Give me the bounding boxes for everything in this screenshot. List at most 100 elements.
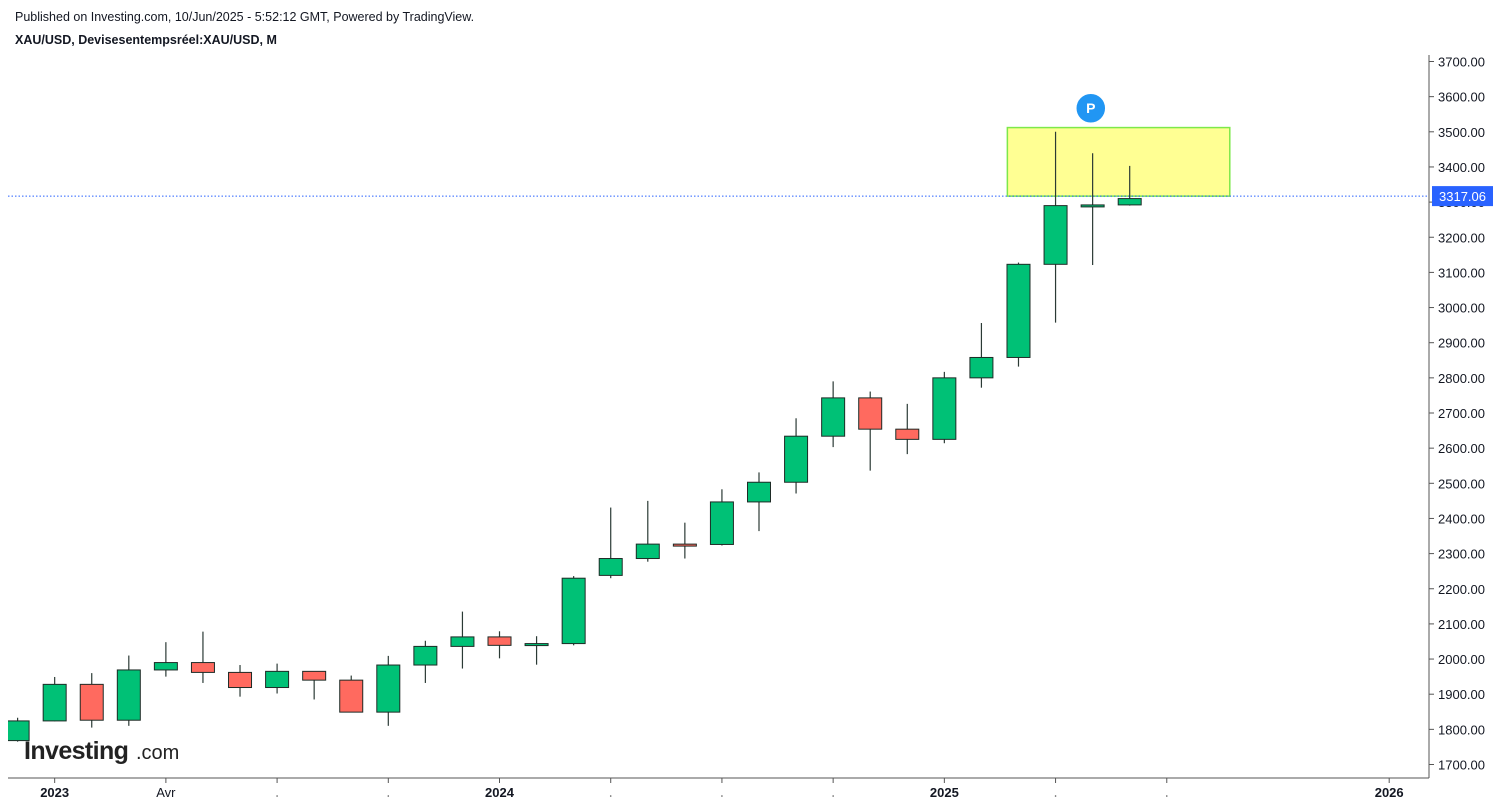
candle-2024-12 (895, 403, 920, 455)
candle-body (561, 577, 586, 645)
candle-2024-03 (561, 576, 586, 646)
y-tick-label: 2600.00 (1438, 441, 1485, 456)
candle-2023-06 (228, 665, 253, 697)
y-tick-label: 3200.00 (1438, 230, 1485, 245)
candle-body (376, 664, 401, 713)
candle-2024-02 (524, 636, 549, 665)
current-price-label: 3317.06 (1439, 189, 1486, 204)
x-minor-dot (276, 795, 278, 797)
candle-2024-01 (487, 631, 512, 659)
p-marker-label: P (1086, 100, 1095, 116)
candle-2024-09 (784, 418, 809, 494)
candle-body (450, 636, 475, 647)
investing-logo: Investing .com (24, 737, 179, 765)
candle-2025-06 (1117, 165, 1142, 206)
candle-body (8, 720, 30, 742)
candle-2022-12 (8, 717, 30, 742)
candle-body (79, 683, 104, 721)
candle-body (598, 558, 623, 576)
y-tick-label: 2700.00 (1438, 406, 1485, 421)
y-tick-label: 1900.00 (1438, 687, 1485, 702)
candle-2023-08 (302, 670, 327, 700)
candle-2025-03 (1006, 262, 1031, 367)
y-tick-label: 3000.00 (1438, 301, 1485, 316)
y-tick-label: 3500.00 (1438, 125, 1485, 140)
candle-2024-08 (747, 472, 771, 532)
x-minor-dot (721, 795, 723, 797)
candle-2023-05 (190, 631, 215, 683)
candle-body (228, 671, 253, 689)
candle-body (969, 356, 994, 379)
candle-2024-10 (821, 381, 846, 448)
y-tick-label: 2900.00 (1438, 336, 1485, 351)
y-tick-label: 3100.00 (1438, 265, 1485, 280)
candle-body (821, 397, 846, 437)
plot-area: P (8, 92, 1429, 742)
y-tick-label: 2800.00 (1438, 371, 1485, 386)
chart-header: Published on Investing.com, 10/Jun/2025 … (15, 9, 474, 48)
x-tick-label: Avr (156, 785, 176, 800)
candle-body (858, 397, 883, 430)
candle-body (672, 543, 697, 547)
candle-body (524, 643, 549, 647)
candle-2024-05 (635, 500, 660, 562)
candle-2023-02 (79, 673, 104, 728)
y-tick-label: 3400.00 (1438, 160, 1485, 175)
y-tick-label: 2100.00 (1438, 617, 1485, 632)
candle-body (784, 435, 809, 483)
candle-2024-06 (672, 522, 697, 559)
highlight-zone (1006, 126, 1231, 197)
candle-body (265, 670, 290, 689)
candle-2025-04 (1043, 131, 1068, 323)
candle-body (42, 683, 67, 722)
candle-2023-09 (339, 675, 364, 713)
x-minor-dot (387, 795, 390, 797)
x-tick-label: 2024 (485, 785, 515, 800)
y-tick-label: 2000.00 (1438, 652, 1485, 667)
candles (8, 131, 1142, 742)
logo-suffix: .com (136, 742, 179, 764)
axes: 1700.00 1800.00 1900.00 2000.00 2100.00 2200.… (8, 55, 1493, 800)
x-minor-dot (832, 795, 834, 797)
x-minor-dot (1165, 795, 1168, 797)
y-tick-label: 1800.00 (1438, 722, 1485, 737)
y-tick-label: 2500.00 (1438, 476, 1485, 491)
candle-2023-12 (450, 611, 475, 669)
candle-2023-03 (116, 655, 141, 726)
candle-2025-05 (1080, 153, 1105, 266)
candle-2025-01 (932, 371, 957, 444)
x-tick-label: 2025 (930, 785, 959, 800)
candle-2023-10 (376, 655, 401, 726)
candle-body (1006, 263, 1031, 358)
p-marker-circle (1075, 92, 1107, 124)
candle-body (302, 670, 327, 681)
candle-2024-07 (709, 489, 734, 546)
logo-brand: Investing (24, 737, 128, 765)
candle-body (1117, 198, 1142, 206)
x-minor-dot (1054, 795, 1057, 797)
candle-2023-01 (42, 676, 67, 722)
candle-body (153, 662, 178, 671)
candle-2023-04 (153, 642, 178, 677)
current-price-badge-bg (1432, 186, 1493, 207)
candle-body (747, 481, 771, 503)
y-tick-label: 1700.00 (1438, 758, 1485, 773)
candle-body (190, 662, 215, 673)
y-tick-label: 3600.00 (1438, 90, 1485, 105)
candle-body (932, 377, 957, 440)
y-tick-label: 2400.00 (1438, 511, 1485, 526)
current-price-badge: 3317.06 (1432, 186, 1493, 207)
candle-body (487, 636, 512, 646)
y-tick-label: 2300.00 (1438, 547, 1485, 562)
y-tick-label: 3700.00 (1438, 55, 1485, 70)
candle-body (895, 428, 920, 440)
candle-body (413, 645, 438, 666)
candle-body (339, 679, 364, 713)
candle-2023-11 (413, 640, 438, 683)
candle-2023-07 (265, 663, 290, 694)
x-tick-label: 2026 (1375, 785, 1404, 800)
candle-body (1080, 204, 1105, 208)
published-line: Published on Investing.com, 10/Jun/2025 … (15, 10, 475, 24)
p-marker: P (1075, 92, 1107, 124)
